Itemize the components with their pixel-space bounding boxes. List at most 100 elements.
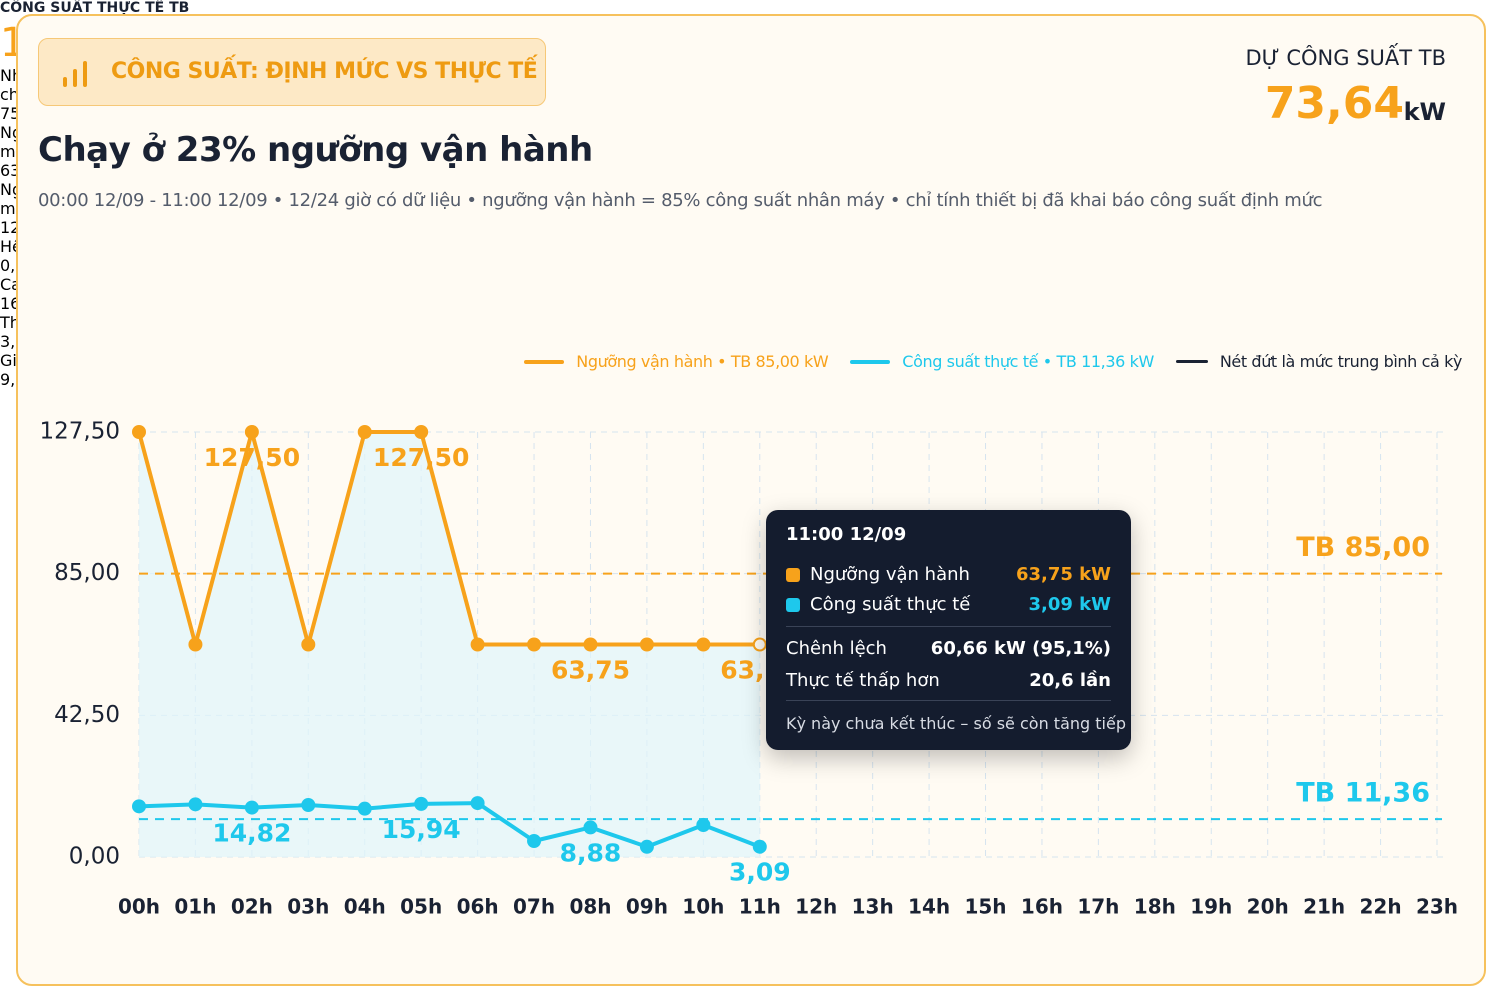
legend-text: Nét đứt là mức trung bình cả kỳ [1219,352,1463,371]
point [244,800,259,815]
x-tick-label: 10h [682,895,724,919]
tooltip-divider [786,700,1111,701]
x-tick-label: 01h [174,895,216,919]
legend-item: Ngưỡng vận hành • TB 85,00 kW [524,352,829,371]
legend-item: Nét đứt là mức trung bình cả kỳ [1175,352,1463,371]
point [696,818,711,832]
y-tick-label: 127,50 [40,419,120,445]
data-label: 127,50 [373,443,469,472]
point [527,637,542,652]
point [583,820,598,835]
tooltip-value: 3,09 kW [1028,594,1111,615]
tooltip-value: 20,6 lần [1029,670,1111,691]
tooltip-label: Ngưỡng vận hành [810,564,970,585]
y-tick-label: 42,50 [54,702,120,728]
title: Chạy ở 23% ngưỡng vận hành [38,130,593,170]
kpi-unit: kW [1403,98,1446,126]
badge: CÔNG SUẤT: ĐỊNH MỨC VS THỰC TẾ [38,38,546,106]
x-tick-label: 23h [1416,895,1458,919]
point [244,425,259,439]
x-tick-label: 19h [1190,895,1232,919]
x-tick-label: 20h [1247,895,1289,919]
x-tick-label: 17h [1077,895,1119,919]
legend-text: Ngưỡng vận hành • TB 85,00 kW [576,352,829,371]
legend-item: Công suất thực tế • TB 11,36 kW [850,352,1154,371]
tooltip-label: Chênh lệch [786,638,887,659]
tooltip-divider [786,626,1111,627]
tooltip-label: Công suất thực tế [810,594,971,615]
point [752,637,767,652]
tooltip-swatch [786,597,800,612]
point [639,637,654,652]
point [414,425,429,439]
bar-icon [63,61,87,87]
data-label: 15,94 [382,815,461,844]
data-label: 63,75 [551,656,630,685]
x-tick-label: 22h [1360,895,1402,919]
point [470,637,485,652]
tooltip-row: Thực tế thấp hơn 20,6 lần [786,670,1111,691]
x-tick-label: 14h [908,895,950,919]
x-tick-label: 00h [118,895,160,919]
x-tick-label: 09h [626,895,668,919]
point [132,799,146,814]
subtitle: 00:00 12/09 - 11:00 12/09 • 12/24 giờ có… [38,190,1323,211]
x-tick-label: 08h [569,895,611,919]
data-label: 3,09 [729,858,791,887]
point [301,798,316,812]
x-tick-label: 11h [739,895,781,919]
point [188,797,203,812]
ref-label: TB 11,36 [1296,778,1430,809]
tooltip-value: 63,75 kW [1015,564,1111,585]
line [137,430,760,647]
kpi-value: 73,64 [1264,78,1404,129]
kpi-label: DỰ CÔNG SUẤT TB [1245,46,1446,70]
point [583,637,598,652]
tooltip-label: Thực tế thấp hơn [786,670,940,691]
point [639,839,654,854]
tooltip-row: Ngưỡng vận hành 63,75 kW [786,564,1111,585]
point [696,637,711,652]
x-tick-label: 06h [457,895,499,919]
tooltip: 11:00 12/09 Ngưỡng vận hành 63,75 kW Công s… [766,510,1131,750]
x-tick-label: 16h [1021,895,1063,919]
legend-swatch [524,359,565,364]
data-label: 14,82 [212,819,291,848]
tooltip-row: Chênh lệch 60,66 kW (95,1%) [786,638,1111,659]
y-tick-label: 85,00 [54,560,120,586]
point [357,801,372,816]
x-tick-label: 13h [852,895,894,919]
y-tick-label: 0,00 [69,844,120,870]
tooltip-value: 60,66 kW (95,1%) [930,638,1111,659]
legend-swatch [1175,360,1208,363]
x-tick-label: 21h [1303,895,1345,919]
x-tick-label: 02h [231,895,273,919]
x-tick-label: 04h [344,895,386,919]
tooltip-note: Kỳ này chưa kết thúc – số sẽ còn tăng ti… [786,714,1126,733]
x-tick-label: 05h [400,895,442,919]
ref-label: TB 85,00 [1296,532,1430,563]
line [138,801,761,849]
x-tick-label: 07h [513,895,555,919]
tooltip-title: 11:00 12/09 [786,524,907,545]
stat-label: CÔNG SUẤT THỰC TẾ TB [0,0,190,16]
point [357,425,372,439]
x-tick-label: 03h [287,895,329,919]
point [414,796,429,811]
data-label: 8,88 [560,838,622,867]
point [470,796,485,811]
tooltip-label-box: Ngưỡng vận hành [786,564,970,585]
area [139,432,760,857]
legend-swatch [850,359,891,364]
legend-text: Công suất thực tế • TB 11,36 kW [902,352,1154,371]
point [752,839,767,854]
tooltip-row: Công suất thực tế 3,09 kW [786,594,1111,615]
tooltip-swatch [786,567,800,582]
x-tick-label: 12h [795,895,837,919]
tooltip-label-box: Công suất thực tế [786,594,970,615]
x-tick-label: 15h [964,895,1006,919]
legend: Ngưỡng vận hành • TB 85,00 kW Công suất t… [524,352,1462,371]
point [527,834,542,848]
